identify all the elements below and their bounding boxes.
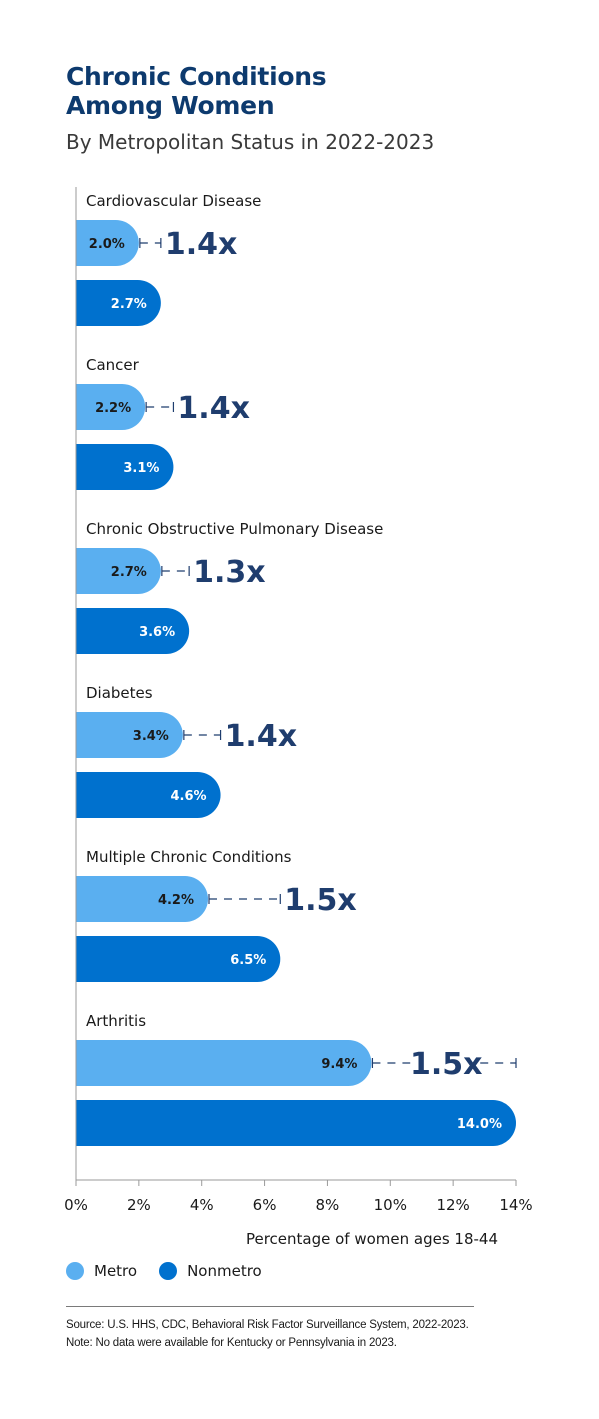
legend-label-nonmetro: Nonmetro [187,1262,262,1280]
footnote-divider [66,1306,474,1307]
value-label-metro-multiple-chronic-conditions: 4.2% [158,893,194,908]
source-note: Source: U.S. HHS, CDC, Behavioral Risk F… [66,1319,469,1331]
chart-title: Chronic Conditions Among Women [66,62,327,120]
chart-subtitle: By Metropolitan Status in 2022-2023 [66,130,435,154]
x-tick-label-8: 8% [316,1196,340,1214]
x-tick-label-12: 12% [436,1196,469,1214]
bar-metro-cardiovascular-disease [76,220,139,266]
x-tick-label-4: 4% [190,1196,214,1214]
category-label-chronic-obstructive-pulmonary-disease: Chronic Obstructive Pulmonary Disease [86,520,383,538]
bar-nonmetro-multiple-chronic-conditions [76,936,281,982]
footnotes: Source: U.S. HHS, CDC, Behavioral Risk F… [66,1316,469,1352]
legend-swatch-metro [66,1262,84,1280]
x-tick-label-14: 14% [499,1196,532,1214]
data-note: Note: No data were available for Kentuck… [66,1337,397,1349]
value-label-nonmetro-multiple-chronic-conditions: 6.5% [230,953,266,968]
bar-metro-chronic-obstructive-pulmonary-disease [76,548,161,594]
value-label-nonmetro-diabetes: 4.6% [171,789,207,804]
value-label-metro-arthritis: 9.4% [321,1057,357,1072]
category-label-multiple-chronic-conditions: Multiple Chronic Conditions [86,848,292,866]
category-label-cancer: Cancer [86,356,140,374]
bar-nonmetro-cancer [76,444,174,490]
x-tick-label-0: 0% [64,1196,88,1214]
legend-item-metro: Metro [66,1262,137,1280]
bar-nonmetro-diabetes [76,772,221,818]
value-label-metro-cardiovascular-disease: 2.0% [89,237,125,252]
value-label-nonmetro-chronic-obstructive-pulmonary-disease: 3.6% [139,625,175,640]
bar-metro-arthritis [76,1040,372,1086]
bar-nonmetro-cardiovascular-disease [76,280,161,326]
bar-nonmetro-chronic-obstructive-pulmonary-disease [76,608,190,654]
bar-nonmetro-arthritis [76,1100,516,1146]
x-tick-label-6: 6% [253,1196,277,1214]
bar-chart: Cardiovascular Disease 2.0% 2.7% 1.4x Cancer… [64,187,533,1248]
value-label-metro-diabetes: 3.4% [133,729,169,744]
legend-item-nonmetro: Nonmetro [159,1262,262,1280]
ratio-label-arthritis: 1.5x [410,1047,483,1082]
bar-metro-multiple-chronic-conditions [76,876,208,922]
value-label-metro-cancer: 2.2% [95,401,131,416]
ratio-label-cardiovascular-disease: 1.4x [165,227,238,262]
chart-legend: Metro Nonmetro [66,1262,284,1280]
chart-title-line-1: Chronic Conditions [66,62,327,91]
ratio-label-diabetes: 1.4x [225,719,297,754]
bar-metro-cancer [76,384,146,430]
category-label-diabetes: Diabetes [86,684,153,702]
x-axis-title: Percentage of women ages 18-44 [246,1230,498,1248]
value-label-nonmetro-arthritis: 14.0% [457,1117,502,1132]
legend-swatch-nonmetro [159,1262,178,1280]
category-label-cardiovascular-disease: Cardiovascular Disease [86,192,261,210]
legend-label-metro: Metro [94,1262,138,1280]
category-label-arthritis: Arthritis [86,1012,146,1030]
bar-metro-diabetes [76,712,183,758]
value-label-metro-chronic-obstructive-pulmonary-disease: 2.7% [111,565,147,580]
chart-title-line-2: Among Women [66,91,275,120]
ratio-label-cancer: 1.4x [177,391,250,426]
x-tick-label-10: 10% [374,1196,407,1214]
value-label-nonmetro-cancer: 3.1% [123,461,159,476]
x-tick-label-2: 2% [127,1196,151,1214]
value-label-nonmetro-cardiovascular-disease: 2.7% [111,297,147,312]
ratio-label-multiple-chronic-conditions: 1.5x [284,883,357,918]
ratio-label-chronic-obstructive-pulmonary-disease: 1.3x [193,555,266,590]
